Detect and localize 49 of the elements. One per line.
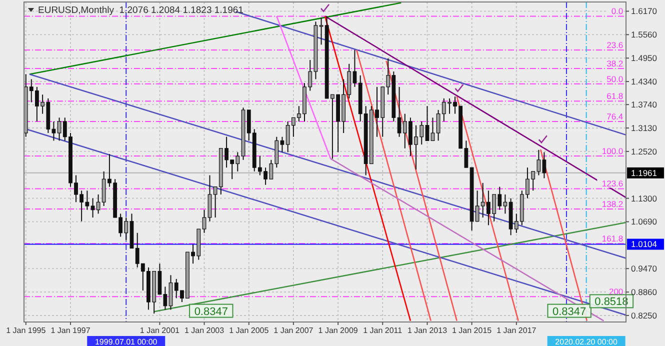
- x-tick-label: 1 Jan 2005: [229, 326, 270, 335]
- y-tick-label: 0.8860: [631, 287, 658, 298]
- y-tick-label: 1.3740: [631, 100, 658, 110]
- candlestick: [425, 106, 430, 142]
- annotation: 0.8347: [194, 306, 228, 318]
- y-tick-label: 1.4950: [631, 53, 658, 64]
- x-tick-label: 1 Jan 1995: [6, 326, 46, 335]
- annotation: 138.2: [602, 199, 624, 210]
- annotation: 23.6: [606, 40, 624, 50]
- x-tick-label: 1 Jan 2017: [496, 326, 537, 335]
- annotation: 200: [608, 286, 624, 297]
- annotation: 50.0: [606, 74, 624, 84]
- candlestick: [319, 17, 324, 46]
- candlestick: [430, 117, 435, 142]
- y-tick-label: 1.2520: [631, 146, 658, 156]
- y-tick-label: 0.8250: [631, 310, 658, 320]
- y-tick-label: 1.3130: [631, 123, 658, 133]
- annotation: 123.6: [602, 178, 624, 189]
- ref-line-label: 1.0104: [631, 239, 658, 250]
- x-tick-label: 1 Jan 2009: [318, 326, 358, 335]
- annotation: 61.8: [606, 91, 624, 102]
- y-tick-label: 1.1300: [631, 193, 658, 204]
- x-tick-label: 1 Jan 2015: [452, 326, 492, 335]
- chart-title: EURUSD,Monthly 1.2076 1.2084 1.1823 1.1961: [38, 5, 244, 16]
- y-tick-label: 1.0690: [631, 216, 658, 227]
- y-tick-label: 1.6170: [631, 6, 658, 16]
- candlestick: [352, 50, 357, 88]
- x-tick-label: 1 Jan 2007: [274, 326, 314, 335]
- annotation: 38.2: [606, 58, 624, 68]
- y-tick-label: 0.9470: [631, 264, 658, 274]
- candlestick: [208, 174, 212, 222]
- candlestick: [168, 274, 173, 310]
- x-tick-label: 1 Jan 2003: [184, 326, 225, 335]
- annotation: 76.4: [606, 111, 624, 122]
- annotation: 0.8347: [552, 306, 586, 318]
- ref-line-label: 1.1961: [631, 168, 658, 178]
- ref-line-label: 1999.07.01 00:00: [94, 338, 158, 346]
- candlestick: [52, 120, 56, 142]
- x-tick-label: 1 Jan 2001: [140, 326, 180, 335]
- annotation: 161.8: [602, 234, 624, 244]
- x-tick-label: 1 Jan 2011: [363, 326, 403, 335]
- candlestick: [202, 209, 206, 234]
- ref-line-label: 2020.02.20 00:00: [555, 338, 618, 346]
- x-tick-label: 1 Jan 2013: [407, 326, 448, 335]
- x-tick-label: 1 Jan 1997: [50, 326, 91, 335]
- annotation: 0.0: [611, 6, 624, 16]
- annotation: 100.0: [602, 146, 624, 156]
- y-tick-label: 1.4340: [631, 76, 658, 87]
- y-tick-label: 1.5560: [631, 30, 658, 40]
